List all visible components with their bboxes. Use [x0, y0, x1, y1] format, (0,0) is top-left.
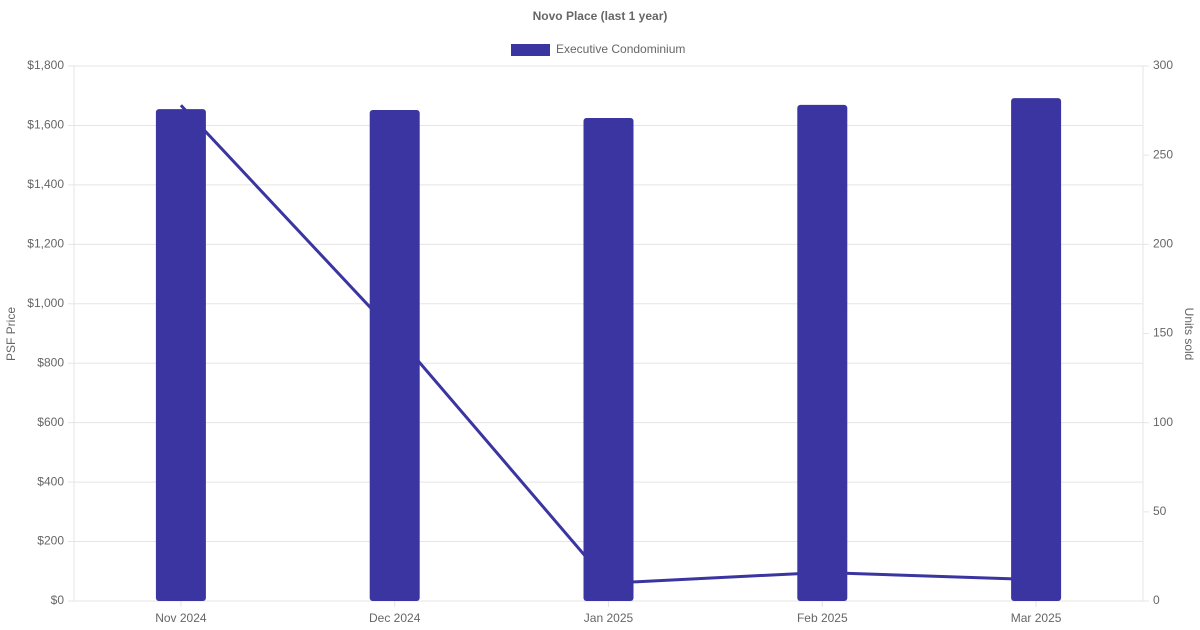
y-tick-label: $1,600: [27, 118, 64, 132]
x-tick-label: Dec 2024: [369, 611, 421, 625]
y-tick-label: $1,200: [27, 237, 64, 251]
legend-label: Executive Condominium: [556, 42, 685, 56]
legend-swatch: [511, 44, 550, 56]
y2-tick-label: 250: [1153, 147, 1173, 161]
y-tick-label: $1,400: [27, 177, 64, 191]
bar: [797, 104, 848, 602]
y-tick-label: $200: [37, 534, 64, 548]
bar: [1011, 98, 1062, 601]
y2-tick-label: 0: [1153, 593, 1160, 607]
y2-tick-label: 200: [1153, 237, 1173, 251]
x-tick-label: Jan 2025: [584, 611, 634, 625]
bar: [155, 109, 206, 601]
bar: [369, 109, 420, 601]
chart-title: Novo Place (last 1 year): [533, 9, 668, 23]
y2-axis-title: Units sold: [1182, 308, 1196, 361]
x-tick-label: Nov 2024: [155, 611, 207, 625]
y-tick-label: $800: [37, 355, 64, 369]
y-tick-label: $600: [37, 415, 64, 429]
y2-tick-label: 150: [1153, 326, 1173, 340]
y-tick-label: $0: [51, 593, 65, 607]
y-axis-title: PSF Price: [4, 307, 18, 361]
bar: [583, 118, 634, 601]
y-tick-label: $1,800: [27, 58, 64, 72]
y2-tick-label: 100: [1153, 415, 1173, 429]
x-tick-label: Mar 2025: [1011, 611, 1062, 625]
x-tick-label: Feb 2025: [797, 611, 848, 625]
y-tick-label: $1,000: [27, 296, 64, 310]
y2-tick-label: 50: [1153, 504, 1167, 518]
y2-tick-label: 300: [1153, 58, 1173, 72]
y-tick-label: $400: [37, 474, 64, 488]
